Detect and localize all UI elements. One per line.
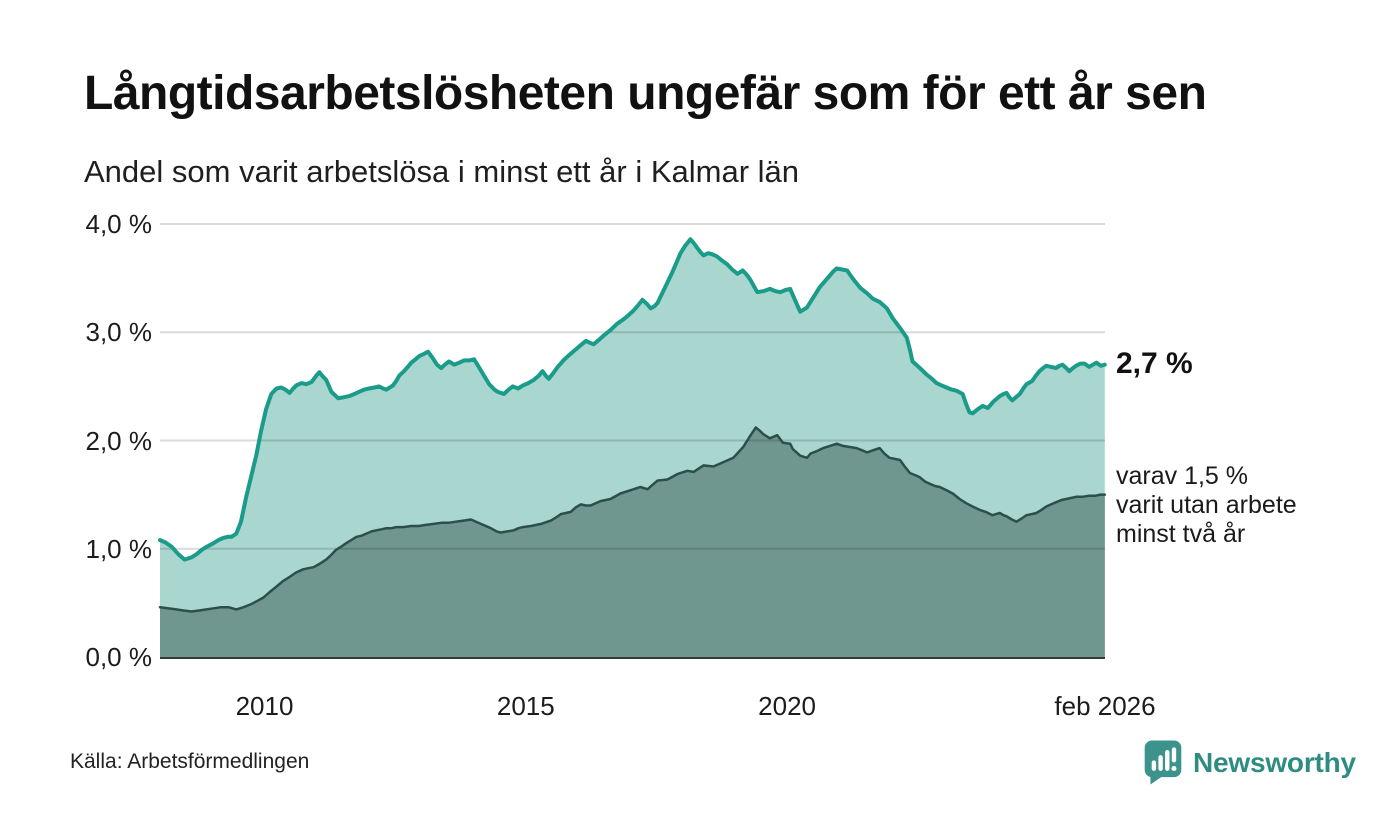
- x-tick-label: 2015: [496, 691, 555, 721]
- secondary-series-annotation: varav 1,5 % varit utan arbete minst två …: [1116, 462, 1297, 549]
- y-tick-label: 3,0 %: [85, 317, 153, 348]
- series-2yr-line: [158, 426, 1107, 613]
- page-title: Långtidsarbetslösheten ungefär som för e…: [84, 67, 1207, 120]
- annotation-line-2: varit utan arbete: [1116, 491, 1297, 519]
- newsworthy-logo: Newsworthy: [1144, 740, 1356, 785]
- series-2yr-area: [160, 427, 1105, 657]
- x-tick-label: feb 2026: [1054, 691, 1156, 721]
- x-tick-label: 2010: [235, 691, 294, 721]
- latest-value-label: 2,7 %: [1116, 347, 1193, 380]
- y-tick-label: 4,0 %: [85, 209, 153, 239]
- y-tick-label: 1,0 %: [85, 533, 153, 564]
- newsworthy-wordmark: Newsworthy: [1193, 746, 1356, 778]
- y-tick-label: 0,0 %: [85, 642, 153, 672]
- annotation-line-3: minst två år: [1116, 520, 1246, 548]
- source-caption: Källa: Arbetsförmedlingen: [70, 750, 310, 773]
- newsworthy-bubble-chart-icon: [1144, 740, 1182, 785]
- y-tick-label: 2,0 %: [85, 425, 153, 456]
- annotation-line-1: varav 1,5 %: [1116, 462, 1249, 490]
- series-1yr-line: [158, 237, 1107, 562]
- x-tick-label: 2020: [758, 691, 817, 721]
- chart-subtitle: Andel som varit arbetslösa i minst ett å…: [84, 154, 799, 189]
- series-1yr-area: [160, 239, 1105, 657]
